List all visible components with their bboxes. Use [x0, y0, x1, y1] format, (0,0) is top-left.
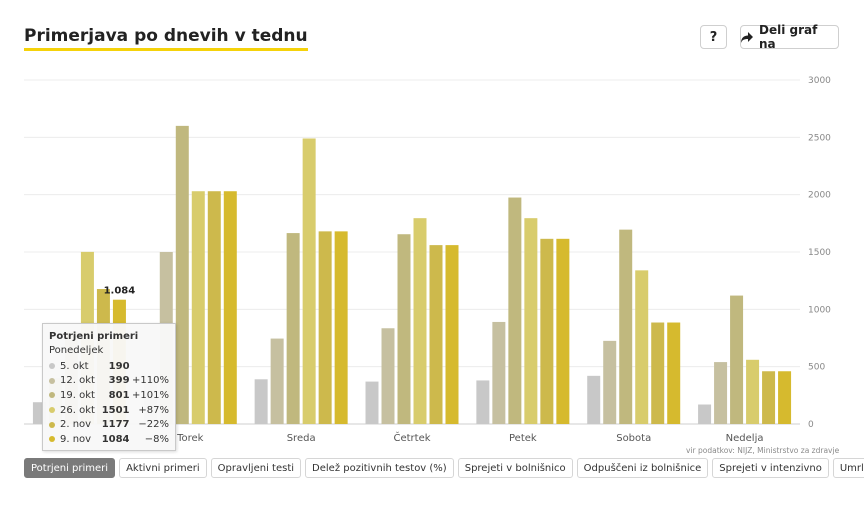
bar[interactable]	[524, 218, 538, 424]
tooltip-row: 12. okt 399 +110%	[49, 374, 169, 389]
bar[interactable]	[540, 238, 554, 424]
data-source: vir podatkov: NIJZ, Ministrstvo za zdrav…	[686, 446, 840, 455]
series-dot-icon	[49, 377, 55, 384]
tooltip-row-value: 801	[108, 389, 130, 401]
x-tick-label: Petek	[509, 433, 537, 444]
bar[interactable]	[476, 380, 490, 424]
y-tick-label: 0	[808, 420, 814, 430]
tooltip-row-value: 1084	[101, 433, 130, 445]
y-tick-label: 2500	[808, 133, 831, 143]
bar[interactable]	[508, 197, 522, 424]
tooltip-row-label: 9. nov	[60, 433, 92, 445]
tooltip-row-label: 2. nov	[60, 419, 92, 431]
bar[interactable]	[254, 379, 268, 424]
bar[interactable]	[318, 231, 332, 424]
metric-tab[interactable]: Potrjeni primeri	[24, 458, 116, 478]
bar[interactable]	[381, 328, 395, 424]
bar[interactable]	[619, 229, 633, 424]
tooltip-row-value: 1177	[101, 419, 130, 431]
bar[interactable]	[191, 191, 205, 424]
series-dot-icon	[49, 363, 55, 370]
series-dot-icon	[49, 392, 55, 399]
bar[interactable]	[302, 138, 316, 425]
tooltip-row-change: −22%	[138, 419, 169, 431]
help-button[interactable]: ?	[700, 25, 727, 49]
bar[interactable]	[746, 359, 760, 424]
share-button-label: Deli graf na	[758, 23, 818, 51]
tooltip-row: 5. okt 190	[49, 359, 169, 374]
bar[interactable]	[730, 295, 744, 424]
series-dot-icon	[49, 436, 55, 443]
tooltip-row-change: +87%	[138, 404, 169, 416]
tooltip-row-value: 190	[108, 360, 130, 372]
tooltip-day: Ponedeljek	[49, 345, 104, 356]
bar[interactable]	[334, 231, 348, 424]
tooltip-row-change: +101%	[132, 389, 169, 401]
metric-tab[interactable]: Sprejeti v intenzivno	[712, 458, 829, 478]
bar[interactable]	[397, 234, 411, 424]
chart-title: Primerjava po dnevih v tednu	[24, 26, 308, 51]
bar[interactable]	[492, 321, 506, 424]
metric-tab[interactable]: Umrli	[832, 458, 864, 478]
bar[interactable]	[413, 218, 427, 424]
x-tick-label: Nedelja	[726, 433, 764, 444]
bar[interactable]	[651, 322, 665, 424]
bar[interactable]	[603, 340, 617, 424]
bar[interactable]	[445, 245, 459, 424]
bar[interactable]	[635, 270, 649, 424]
tooltip-title: Potrjeni primeri	[49, 331, 139, 342]
tooltip-row-value: 399	[108, 375, 130, 387]
series-dot-icon	[49, 421, 55, 428]
bar[interactable]	[175, 125, 189, 424]
y-tick-label: 2000	[808, 191, 831, 201]
tooltip-row: 2. nov 1177 −22%	[49, 417, 169, 432]
metric-tab[interactable]: Sprejeti v bolnišnico	[457, 458, 573, 478]
series-dot-icon	[49, 407, 55, 414]
tooltip-row-label: 12. okt	[60, 375, 95, 387]
metric-tabs: Potrjeni primeri Aktivni primeri Opravljen…	[24, 458, 864, 478]
bar[interactable]	[667, 322, 681, 424]
tooltip-row: 26. okt 1501 +87%	[49, 403, 169, 418]
bar[interactable]	[207, 191, 221, 424]
tooltip-row-label: 26. okt	[60, 404, 95, 416]
x-tick-label: Torek	[176, 433, 204, 444]
tooltip-row-change: −8%	[144, 433, 169, 445]
tooltip: Potrjeni primeri Ponedeljek 5. okt 190 12.…	[42, 323, 176, 451]
bar-data-label: 1.084	[104, 286, 136, 297]
y-tick-label: 500	[808, 363, 825, 373]
x-tick-label: Sobota	[616, 433, 651, 444]
metric-tab[interactable]: Aktivni primeri	[119, 458, 207, 478]
bar[interactable]	[223, 191, 237, 424]
x-tick-label: Četrtek	[393, 431, 430, 444]
bar[interactable]	[714, 362, 728, 424]
tooltip-row: 19. okt 801 +101%	[49, 388, 169, 403]
bar[interactable]	[556, 238, 570, 424]
bar[interactable]	[778, 371, 792, 424]
share-button[interactable]: Deli graf na	[740, 23, 839, 51]
y-tick-label: 3000	[808, 76, 831, 86]
metric-tab[interactable]: Delež pozitivnih testov (%)	[305, 458, 454, 478]
bar[interactable]	[698, 404, 712, 424]
bar[interactable]	[762, 371, 776, 424]
tooltip-row-label: 19. okt	[60, 389, 95, 401]
x-tick-label: Sreda	[287, 433, 316, 444]
tooltip-row-label: 5. okt	[60, 360, 89, 372]
bar[interactable]	[587, 375, 601, 424]
share-arrow-icon	[741, 31, 753, 43]
axis-labels: 0 500 1000 1500 2000 2500 3000 Torek Sreda Četrte…	[104, 76, 832, 444]
bar[interactable]	[270, 338, 284, 424]
metric-tab[interactable]: Odpuščeni iz bolnišnice	[576, 458, 709, 478]
bar[interactable]	[286, 233, 300, 424]
tooltip-row-change: +110%	[132, 375, 169, 387]
tooltip-row: 9. nov 1084 −8%	[49, 432, 169, 447]
y-tick-label: 1500	[808, 248, 831, 258]
y-tick-label: 1000	[808, 305, 831, 315]
bar[interactable]	[365, 381, 379, 424]
tooltip-row-value: 1501	[101, 404, 130, 416]
bar[interactable]	[429, 245, 443, 424]
metric-tab[interactable]: Opravljeni testi	[210, 458, 302, 478]
